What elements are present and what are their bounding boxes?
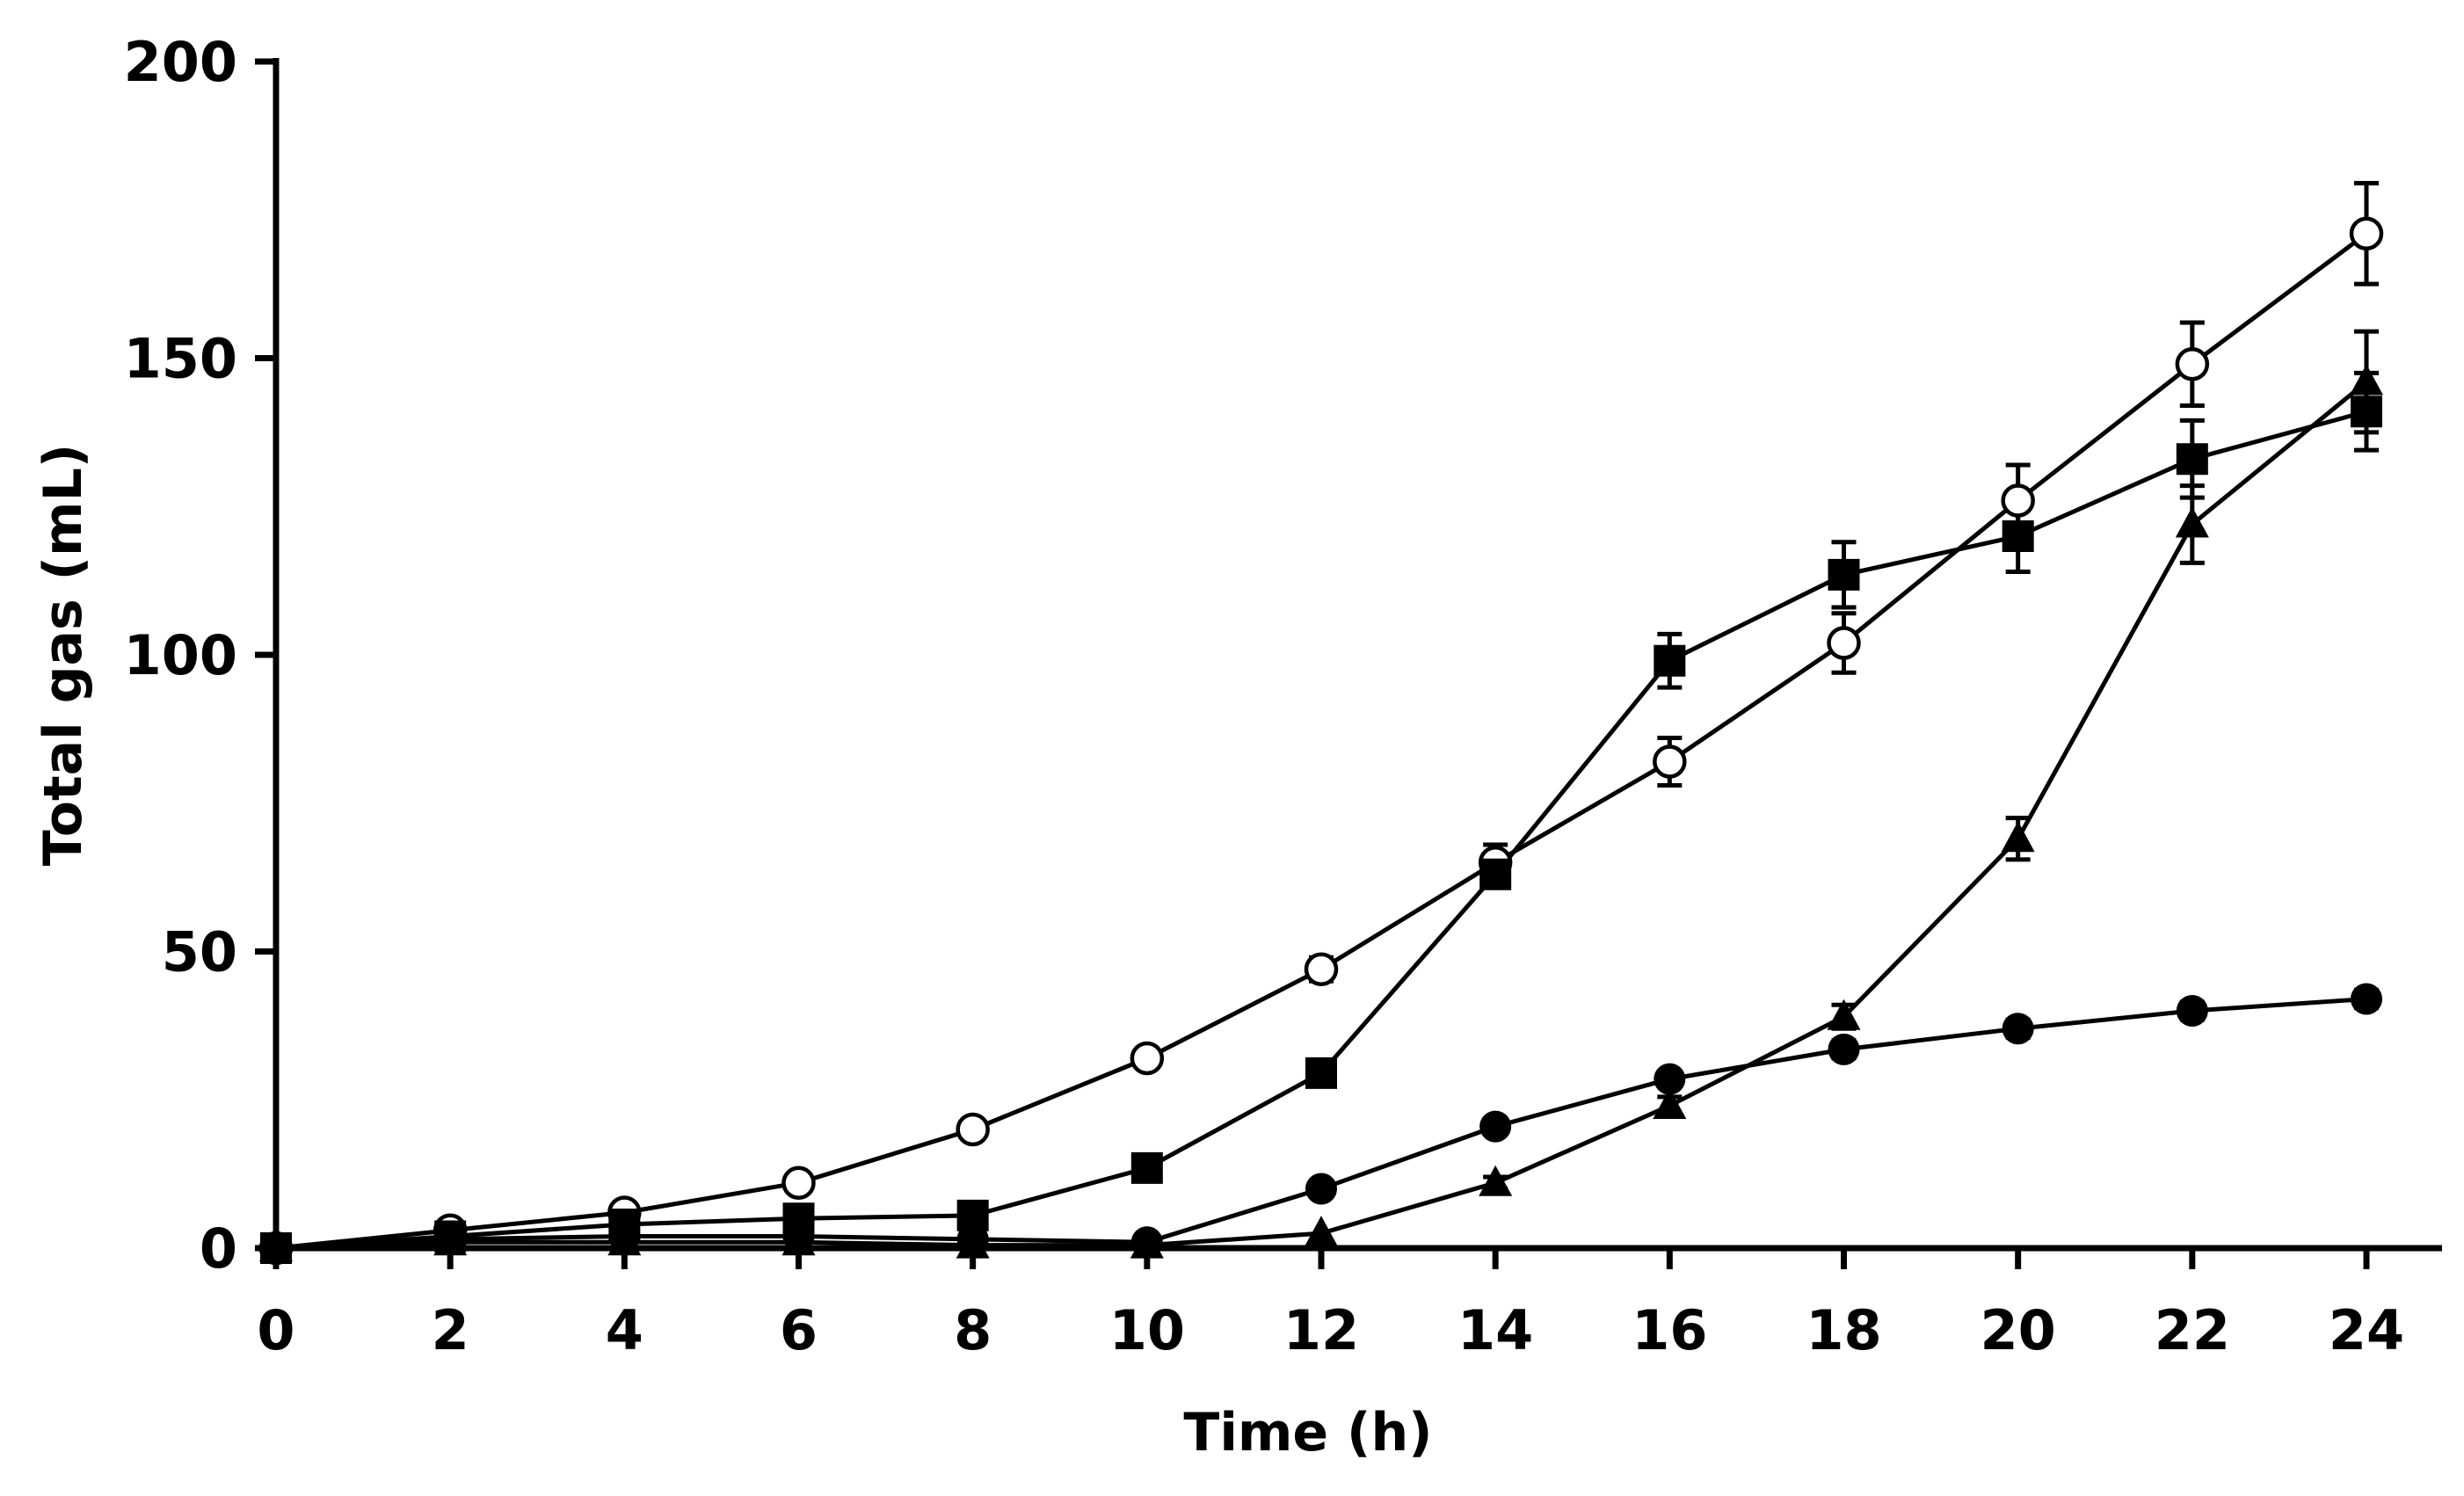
data-point-filled-circle [2176, 995, 2208, 1027]
data-point-filled-circle [956, 1223, 989, 1255]
data-point-filled-square [2176, 443, 2208, 476]
data-point-filled-square [1479, 858, 1512, 890]
data-point-filled-triangle [2350, 364, 2383, 396]
y-tick-label: 50 [162, 920, 237, 984]
x-tick-label: 18 [1806, 1298, 1881, 1362]
data-point-filled-square [2002, 520, 2034, 552]
x-tick-label: 8 [954, 1298, 992, 1362]
data-point-filled-circle [1305, 1173, 1337, 1205]
x-tick-label: 0 [257, 1298, 294, 1362]
data-point-open-circle [2349, 216, 2384, 251]
x-tick-label: 20 [1981, 1298, 2056, 1362]
x-tick-label: 4 [606, 1298, 643, 1362]
x-tick-label: 14 [1457, 1298, 1533, 1362]
data-point-filled-circle [2002, 1013, 2034, 1045]
series-line-circle-filled [275, 997, 2367, 1251]
data-point-filled-triangle [1305, 1216, 1338, 1247]
data-point-filled-triangle [2175, 506, 2209, 538]
x-axis-title: Time (h) [1183, 1402, 1432, 1463]
x-tick-label: 2 [432, 1298, 469, 1362]
x-tick-label: 6 [780, 1298, 818, 1362]
data-point-filled-circle [608, 1220, 641, 1253]
x-tick-label: 10 [1109, 1298, 1185, 1362]
data-point-filled-triangle [1479, 1165, 1513, 1196]
data-point-filled-triangle [2001, 821, 2035, 853]
data-point-filled-circle [1828, 1033, 1860, 1065]
y-tick-label: 150 [124, 327, 237, 391]
data-point-open-circle [956, 1112, 990, 1147]
x-tick-label: 22 [2155, 1298, 2230, 1362]
data-point-open-circle [2001, 483, 2035, 518]
data-point-filled-circle [260, 1232, 292, 1264]
data-point-open-circle [1304, 952, 1339, 986]
y-axis-title: Total gas (mL) [33, 444, 94, 866]
data-point-filled-triangle [1653, 1088, 1687, 1119]
data-point-open-circle [781, 1166, 816, 1200]
data-point-open-circle [1130, 1041, 1165, 1076]
series-line-triangle-filled [275, 380, 2368, 1251]
y-tick-label: 100 [124, 623, 237, 687]
data-point-filled-circle [1479, 1110, 1512, 1143]
data-point-filled-triangle [1827, 999, 1861, 1030]
data-point-filled-square [1828, 558, 1860, 591]
x-tick-label: 16 [1632, 1298, 1707, 1362]
series-line-square-filled [275, 409, 2367, 1251]
data-point-filled-circle [782, 1220, 815, 1253]
data-point-open-circle [1653, 744, 1687, 779]
data-point-filled-circle [1654, 1063, 1686, 1095]
data-point-open-circle [1827, 626, 1861, 660]
data-point-filled-square [2351, 396, 2382, 428]
y-tick-label: 0 [200, 1216, 237, 1281]
data-point-filled-circle [1130, 1226, 1163, 1259]
data-point-filled-circle [434, 1223, 467, 1255]
series-line-circle-open [275, 231, 2368, 1251]
y-tick-label: 200 [124, 30, 237, 94]
data-point-filled-square [1130, 1151, 1163, 1184]
x-tick-label: 12 [1283, 1298, 1359, 1362]
data-point-filled-square [1654, 644, 1686, 677]
data-point-filled-square [1305, 1057, 1337, 1089]
data-point-filled-circle [2351, 983, 2382, 1015]
data-point-open-circle [2175, 347, 2210, 381]
x-tick-label: 24 [2329, 1298, 2404, 1362]
